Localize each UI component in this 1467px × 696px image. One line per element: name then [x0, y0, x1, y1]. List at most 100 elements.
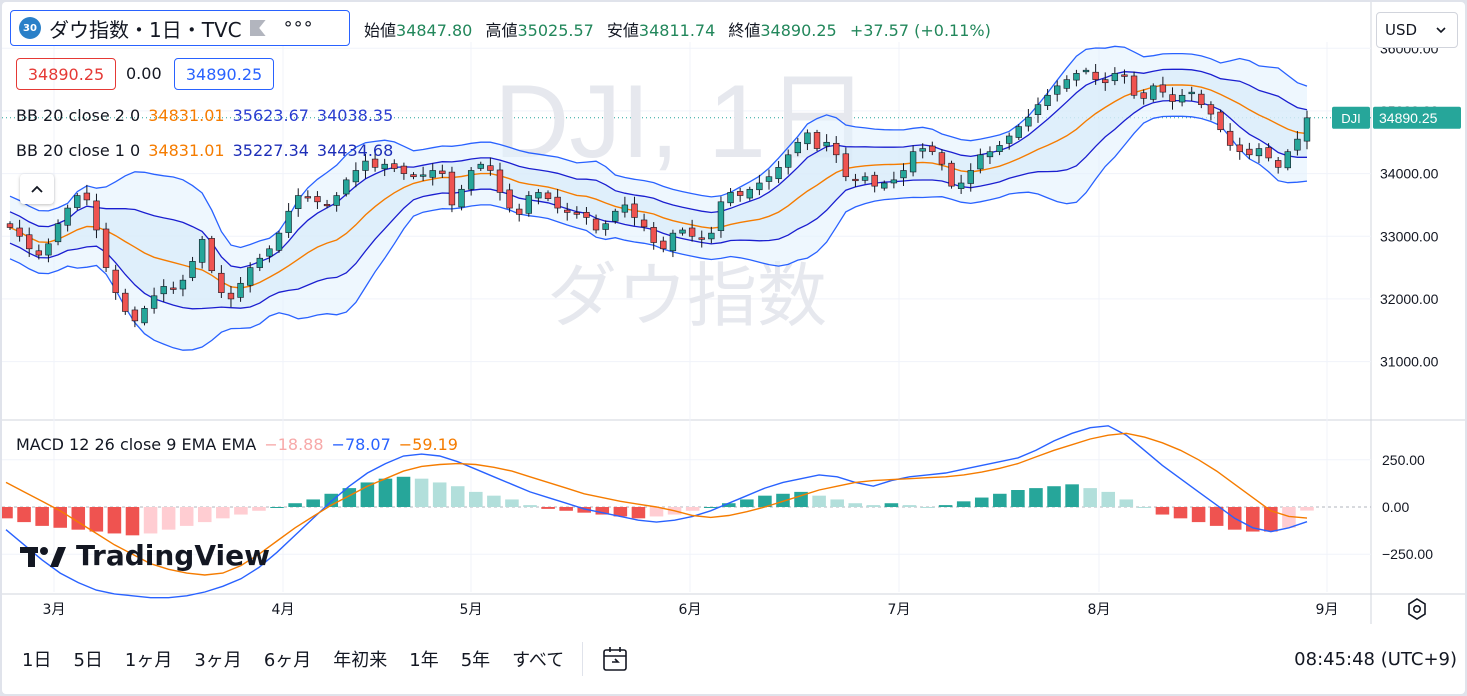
range-button[interactable]: 1日: [22, 650, 52, 671]
candle: [314, 191, 321, 210]
macd-histogram-bar: [179, 507, 194, 526]
clock[interactable]: 08:45:48 (UTC+9): [1294, 648, 1457, 670]
candle: [890, 171, 898, 189]
macd-histogram-bar: [595, 507, 610, 515]
candle-body: [823, 141, 830, 147]
macd-histogram-bar: [432, 482, 447, 507]
candle: [285, 203, 292, 238]
low-label: 安値: [606, 21, 639, 40]
more-icon[interactable]: °°°: [283, 17, 314, 39]
candle: [400, 162, 408, 180]
candle-body: [1255, 148, 1263, 157]
candle-body: [448, 171, 456, 206]
candle: [439, 164, 446, 178]
candle: [1140, 89, 1147, 105]
range-button[interactable]: 6ヶ月: [263, 650, 312, 671]
macd-histogram-bar: [270, 507, 284, 508]
candle: [996, 141, 1003, 156]
buy-price-box[interactable]: 34890.25: [174, 58, 274, 90]
candle: [881, 180, 888, 191]
candle-body: [1294, 138, 1301, 151]
candle-body: [1063, 79, 1070, 89]
candle-body: [112, 269, 119, 293]
candle-body: [861, 176, 869, 181]
candle-body: [794, 141, 801, 154]
range-button[interactable]: すべて: [512, 650, 565, 671]
collapse-legend-button[interactable]: [20, 174, 54, 204]
candle-body: [131, 309, 139, 322]
macd-histogram-bar: [866, 505, 881, 507]
candle-body: [765, 176, 773, 182]
flag-icon[interactable]: [249, 20, 266, 36]
candle: [170, 281, 177, 294]
candle-body: [218, 272, 225, 293]
sell-price-box[interactable]: 34890.25: [16, 58, 116, 90]
candle-body: [256, 257, 263, 268]
currency-select[interactable]: USD: [1376, 12, 1458, 48]
candle: [785, 149, 792, 175]
candle-body: [1102, 79, 1109, 84]
candle-body: [160, 286, 167, 295]
macd-histogram-bar: [740, 499, 754, 507]
macd-histogram-bar: [541, 507, 555, 509]
chevron-up-icon: [31, 185, 43, 193]
macd-histogram-bar: [1155, 507, 1170, 515]
bb1-legend[interactable]: BB 20 close 1 0 34831.01 35227.34 34434.68: [16, 141, 401, 160]
candle: [938, 149, 946, 171]
settings-icon[interactable]: [1406, 598, 1428, 620]
macd-histogram-bar: [920, 507, 935, 508]
candle-body: [16, 227, 23, 237]
bb2-basis: 34831.01: [148, 106, 225, 125]
candle-body: [410, 174, 417, 178]
candle: [150, 287, 158, 314]
candle: [775, 161, 782, 184]
candle: [573, 206, 581, 219]
candle-body: [506, 189, 513, 209]
tradingview-logo[interactable]: TradingView: [20, 539, 270, 572]
candle: [1255, 143, 1263, 164]
candle: [544, 190, 552, 202]
range-button[interactable]: 年初来: [333, 650, 388, 671]
candle: [516, 203, 523, 222]
candle: [6, 221, 14, 230]
candle: [323, 199, 331, 209]
macd-histogram-bar: [450, 486, 465, 507]
candle: [352, 162, 360, 188]
macd-histogram-bar: [703, 507, 718, 508]
macd-histogram-bar: [848, 503, 863, 507]
candle: [1063, 75, 1070, 92]
candle: [977, 148, 984, 174]
candle-body: [977, 154, 984, 170]
range-button[interactable]: 3ヶ月: [194, 650, 242, 671]
goto-date-icon[interactable]: [601, 645, 631, 673]
range-button[interactable]: 5年: [460, 650, 491, 671]
candle-body: [352, 170, 360, 183]
candle-body: [439, 170, 446, 174]
macd-histogram-bar: [1282, 507, 1296, 528]
macd-histogram-bar: [685, 507, 700, 511]
candle-body: [1246, 148, 1253, 156]
candle-body: [679, 229, 686, 234]
candle-body: [516, 208, 523, 215]
bb2-legend[interactable]: BB 20 close 2 0 34831.01 35623.67 34038.35: [16, 106, 401, 125]
macd-histogram-bar: [956, 501, 971, 507]
bb1-label: BB 20 close 1 0: [16, 141, 141, 160]
bb1-lower: 34434.68: [316, 141, 394, 160]
macd-histogram-bar: [487, 495, 501, 507]
symbol-tag-bg: [1332, 106, 1370, 129]
symbol-selector[interactable]: 30 ダウ指数・1日・TVC °°°: [10, 10, 350, 46]
range-button[interactable]: 5日: [73, 650, 103, 671]
candle-body: [660, 240, 667, 250]
candle-body: [746, 188, 753, 199]
range-button[interactable]: 1ヶ月: [124, 650, 173, 671]
macd-histogram-bar: [1029, 488, 1043, 507]
candle: [1082, 67, 1090, 75]
candle: [122, 288, 129, 315]
candle-body: [179, 279, 187, 290]
candle: [967, 163, 974, 192]
range-button[interactable]: 1年: [409, 650, 439, 671]
time-tick-label: 3月: [43, 602, 66, 618]
candle-body: [775, 167, 782, 180]
macd-legend[interactable]: MACD 12 26 close 9 EMA EMA −18.88 −78.07 −5…: [16, 435, 458, 454]
